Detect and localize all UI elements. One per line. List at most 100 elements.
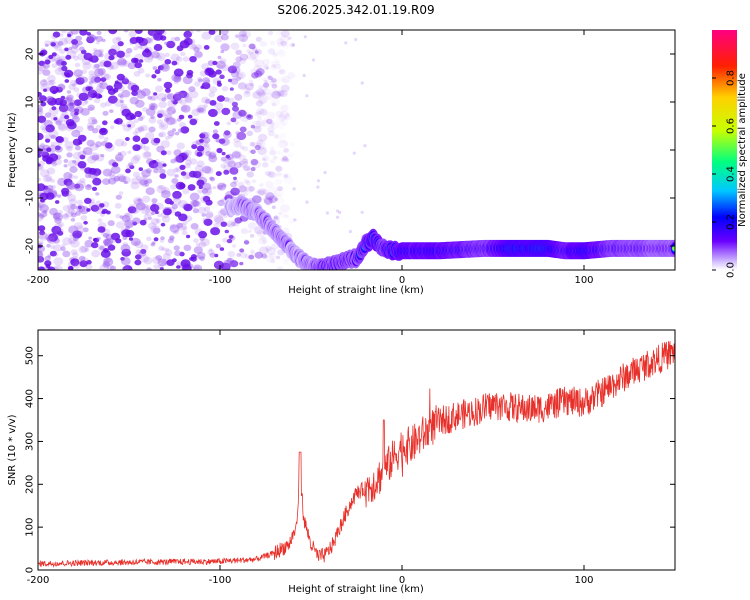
spectrogram-noise-dot: [192, 200, 200, 207]
spectrogram-noise-dot: [226, 223, 232, 227]
spectrogram-noise-dot: [233, 176, 237, 180]
spectrogram-noise-dot: [173, 68, 184, 77]
spectrogram-noise-dot: [180, 126, 190, 134]
spectrogram-noise-dot: [95, 35, 104, 43]
spectrogram-noise-dot: [44, 260, 52, 267]
spectrogram-noise-dot: [42, 69, 51, 76]
spectrogram-noise-dot: [70, 212, 77, 218]
spectrogram-noise-dot: [269, 88, 279, 96]
spectrogram-noise-dot: [196, 145, 205, 152]
spectrogram-noise-dot: [280, 158, 286, 162]
spectrogram-noise-dot: [227, 160, 236, 168]
spectrogram-noise-dot: [175, 91, 184, 99]
spectrogram-noise-dot: [262, 188, 270, 195]
spectrogram-noise-dot: [209, 151, 217, 158]
spectrogram-noise-dot: [38, 163, 41, 167]
spectrogram-noise-dot: [243, 179, 250, 184]
spectrogram-noise-dot: [38, 266, 45, 270]
spectrogram-noise-dot: [99, 81, 104, 86]
spectrogram-noise-dot: [248, 50, 254, 55]
spectrogram-noise-dot: [99, 245, 105, 251]
spectrogram-noise-dot: [71, 129, 81, 138]
spectrogram-noise-dot: [251, 72, 259, 79]
spectrogram-noise-dot: [61, 243, 66, 248]
spectrogram-noise-dot: [223, 214, 228, 218]
spectrogram-noise-dot: [251, 47, 258, 52]
spectrogram-noise-dot: [42, 78, 47, 83]
spectrogram-noise-dot: [95, 125, 102, 130]
spectrogram-noise-dot: [108, 48, 117, 56]
spectrogram-noise-dot: [198, 230, 208, 239]
spectrogram-noise-dot: [38, 115, 47, 123]
spectrogram-noise-dot: [232, 150, 242, 158]
spectrogram-noise-dot: [220, 43, 230, 52]
spectrogram-noise-dot: [104, 237, 114, 246]
spectrogram-noise-dot: [149, 96, 156, 101]
spectrogram-noise-dot: [137, 89, 142, 93]
spectrogram-noise-dot: [215, 138, 222, 143]
spectrogram-noise-dot: [135, 254, 142, 260]
spectrogram-noise-dot: [133, 197, 143, 206]
spectrogram-noise-dot: [256, 107, 265, 115]
spectrogram-noise-dot: [227, 97, 235, 104]
spectrogram-noise-dot: [80, 49, 87, 55]
spectrogram-noise-dot: [117, 85, 125, 92]
spectrogram-noise-dot: [88, 167, 97, 175]
spectrogram-noise-dot: [75, 43, 80, 47]
spectrogram-noise-dot: [208, 30, 216, 35]
spectrogram-noise-dot: [256, 110, 262, 116]
spectrogram-noise-dot: [173, 75, 182, 83]
spectrogram-noise-dot: [169, 224, 180, 233]
spectrogram-noise-dot: [99, 264, 110, 270]
spectrogram-noise-dot: [131, 57, 138, 64]
spectrogram-noise-dot: [56, 60, 63, 66]
spectrogram-noise-dot: [132, 135, 141, 142]
spectrogram-noise-dot: [115, 156, 123, 163]
spectrogram-noise-dot: [119, 215, 124, 219]
spectrogram-noise-dot: [203, 104, 208, 108]
spectrogram-noise-dot: [196, 151, 203, 157]
spectrogram-noise-dot: [249, 234, 255, 238]
snr-x-tick-label: -200: [27, 575, 50, 586]
spectrogram-x-tick-label: 0: [399, 275, 405, 286]
spectrogram-noise-dot: [162, 253, 171, 260]
spectrogram-noise-dot: [121, 108, 131, 117]
spectrogram-noise-dot: [219, 74, 225, 80]
spectrogram-noise-dot: [99, 82, 108, 90]
spectrogram-noise-dot: [116, 60, 122, 66]
spectrogram-noise-dot: [47, 74, 56, 83]
spectrogram-noise-dot: [279, 35, 289, 44]
spectrogram-noise-dot: [149, 30, 159, 35]
spectrogram-noise-dot: [208, 248, 213, 252]
spectrogram-noise-dot: [45, 176, 52, 182]
spectrogram-noise-dot: [167, 130, 175, 137]
spectrogram-noise-dot: [75, 35, 82, 42]
spectrogram-noise-dot: [69, 79, 78, 86]
spectrogram-noise-dot: [109, 265, 116, 270]
spectrogram-noise-dot: [228, 65, 236, 71]
spectrogram-noise-dot: [134, 259, 142, 266]
spectrogram-noise-dot: [96, 30, 102, 35]
spectrogram-noise-dot: [143, 214, 149, 219]
spectrogram-noise-dot: [102, 238, 111, 245]
spectrogram-noise-dot: [158, 122, 169, 131]
spectrogram-noise-dot: [130, 165, 135, 170]
spectrogram-noise-dot: [95, 141, 103, 148]
spectrogram-noise-dot: [67, 203, 76, 211]
spectrogram-noise-dot: [160, 63, 170, 72]
spectrogram-noise-dot: [182, 226, 188, 231]
spectrogram-noise-dot: [65, 181, 75, 189]
spectrogram-noise-dot: [129, 37, 139, 44]
spectrogram-noise-dot: [101, 210, 106, 215]
spectrogram-noise-dot: [213, 30, 219, 33]
spectrogram-noise-dot: [280, 40, 288, 47]
spectrogram-noise-dot: [67, 208, 75, 215]
spectrogram-noise-dot: [115, 36, 122, 42]
spectrogram-noise-dot: [223, 169, 230, 175]
spectrogram-noise-dot: [174, 250, 182, 257]
spectrogram-noise-dot: [217, 184, 224, 190]
spectrogram-noise-dot: [56, 136, 64, 143]
spectrogram-noise-dot: [187, 114, 193, 119]
spectrogram-noise-dot: [148, 126, 156, 133]
spectrogram-noise-dot: [254, 50, 259, 54]
